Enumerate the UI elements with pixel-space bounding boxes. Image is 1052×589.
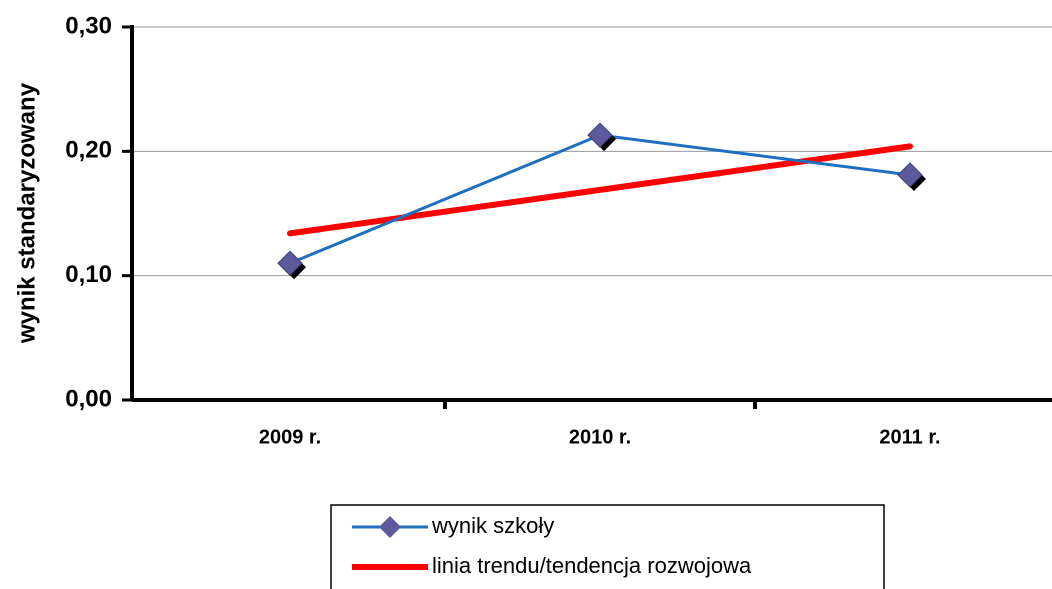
marker [897, 162, 923, 188]
series-line [288, 133, 912, 265]
series-line [287, 143, 913, 237]
y-tick-label: 0,20 [65, 137, 112, 164]
x-tick-label: 2010 r. [569, 426, 631, 448]
marker [277, 250, 303, 276]
marker [587, 122, 613, 148]
y-tick-label: 0,00 [65, 385, 112, 412]
y-axis-label: wynik standaryzowany [13, 82, 40, 344]
legend-label: linia trendu/tendencja rozwojowa [432, 553, 752, 578]
y-tick-label: 0,30 [65, 12, 112, 39]
legend-label: wynik szkoły [431, 513, 554, 538]
x-tick-label: 2011 r. [879, 426, 940, 448]
x-tick-label: 2009 r. [259, 426, 321, 448]
legend-box [330, 504, 885, 589]
legend-marker [379, 516, 401, 538]
y-tick-label: 0,10 [65, 261, 112, 288]
